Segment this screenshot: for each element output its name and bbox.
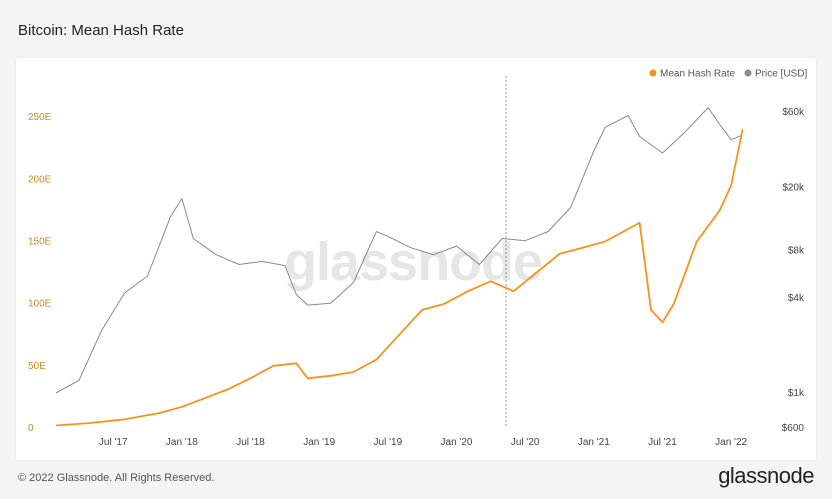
right-axis-tick: $20k xyxy=(782,182,805,193)
x-axis-tick: Jul '20 xyxy=(511,437,540,448)
legend-hash-rate-dot xyxy=(649,69,657,77)
right-axis-tick: $1k xyxy=(788,388,805,399)
hash-rate-chart: glassnode 0 50E 100E 150E 200E 250E $600 $1k $4… xyxy=(28,69,807,449)
left-axis-tick: 0 xyxy=(28,423,34,434)
chart-title: Bitcoin: Mean Hash Rate xyxy=(18,22,184,39)
price-usd-line xyxy=(55,107,743,394)
x-axis-tick: Jan '20 xyxy=(441,437,473,448)
left-axis-tick: 50E xyxy=(28,361,46,372)
legend-price-dot xyxy=(744,69,752,77)
copyright-notice: © 2022 Glassnode. All Rights Reserved. xyxy=(18,472,215,484)
watermark: glassnode xyxy=(284,232,542,292)
x-axis-tick: Jan '19 xyxy=(303,437,335,448)
left-axis-tick: 200E xyxy=(28,174,52,185)
chart-card: glassnode 0 50E 100E 150E 200E 250E $600 $1k $4… xyxy=(16,58,816,460)
x-axis-tick: Jan '22 xyxy=(715,437,747,448)
x-axis-tick: Jul '19 xyxy=(374,437,403,448)
legend-hash-rate-label[interactable]: Mean Hash Rate xyxy=(660,69,735,80)
left-axis-tick: 150E xyxy=(28,236,52,247)
left-axis-tick: 100E xyxy=(28,299,52,310)
x-axis-tick: Jul '18 xyxy=(236,437,265,448)
right-axis-tick: $600 xyxy=(782,423,805,434)
x-axis-tick: Jul '21 xyxy=(648,437,677,448)
mean-hash-rate-line xyxy=(55,129,744,427)
x-axis-tick: Jan '21 xyxy=(578,437,610,448)
right-axis-tick: $60k xyxy=(782,107,805,118)
right-axis-tick: $8k xyxy=(788,245,805,256)
brand-logo: glassnode xyxy=(718,463,814,488)
left-axis-tick: 250E xyxy=(28,112,52,123)
legend-price-label[interactable]: Price [USD] xyxy=(755,69,807,80)
right-axis-tick: $4k xyxy=(788,293,805,304)
x-axis-tick: Jan '18 xyxy=(166,437,198,448)
x-axis-tick: Jul '17 xyxy=(99,437,128,448)
